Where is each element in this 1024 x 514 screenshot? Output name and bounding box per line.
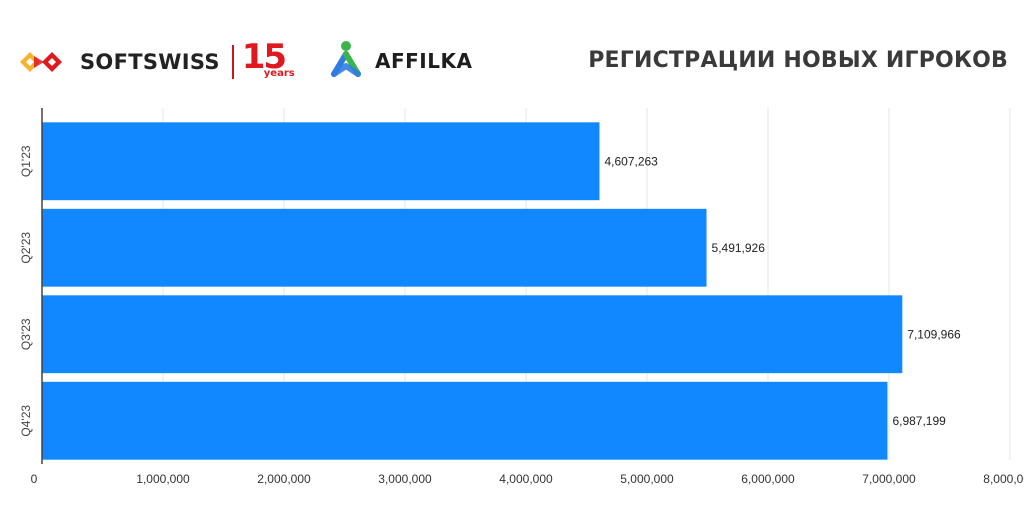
anniversary-label: years bbox=[263, 68, 295, 79]
x-tick-label: 5,000,000 bbox=[620, 472, 674, 486]
x-tick-label: 7,000,000 bbox=[862, 472, 916, 486]
category-label: Q4'23 bbox=[19, 405, 33, 437]
x-tick-label: 3,000,000 bbox=[378, 472, 432, 486]
x-tick-labels: 0 1,000,000 2,000,000 3,000,000 4,000,000 5,0… bbox=[31, 472, 1024, 486]
bar-chart: 4,607,263 5,491,926 7,109,966 6,987,199 Q1'… bbox=[19, 108, 1024, 486]
category-label: Q3'23 bbox=[19, 318, 33, 350]
x-tick-label: 0 bbox=[31, 472, 38, 486]
bar-value-label: 4,607,263 bbox=[604, 154, 658, 168]
bar-value-label: 5,491,926 bbox=[712, 241, 766, 255]
category-label: Q2'23 bbox=[19, 232, 33, 264]
x-tick-label: 1,000,000 bbox=[136, 472, 190, 486]
bars bbox=[42, 122, 903, 460]
logo-divider bbox=[231, 45, 234, 79]
x-tick-label: 2,000,000 bbox=[257, 472, 311, 486]
chart-title: РЕГИСТРАЦИИ НОВЫХ ИГРОКОВ bbox=[588, 48, 1008, 73]
affilka-wordmark: AFFILKA bbox=[375, 49, 473, 73]
x-tick-label: 8,000,000 bbox=[983, 472, 1024, 486]
bar bbox=[42, 122, 600, 201]
bar bbox=[42, 295, 903, 374]
category-labels: Q1'23 Q2'23 Q3'23 Q4'23 bbox=[19, 145, 33, 436]
softswiss-wordmark: SOFTSWISS bbox=[80, 50, 220, 74]
affilka-mark-icon bbox=[331, 41, 361, 77]
anniversary-badge: 15 years bbox=[242, 37, 295, 81]
category-label: Q1'23 bbox=[19, 145, 33, 177]
chart-header: SOFTSWISS 15 years AFFILKA РЕГИСТРАЦИИ Н… bbox=[0, 0, 1024, 100]
x-tick-label: 4,000,000 bbox=[499, 472, 553, 486]
bar-value-label: 7,109,966 bbox=[907, 327, 961, 341]
softswiss-mark-icon bbox=[20, 52, 62, 72]
affilka-logo: AFFILKA bbox=[329, 40, 472, 82]
anniversary-number: 15 bbox=[241, 37, 287, 77]
bar bbox=[42, 381, 888, 460]
value-labels: 4,607,263 5,491,926 7,109,966 6,987,199 bbox=[604, 154, 961, 428]
x-tick-label: 6,000,000 bbox=[741, 472, 795, 486]
softswiss-logo: SOFTSWISS 15 years bbox=[16, 37, 295, 82]
bar bbox=[42, 208, 707, 287]
bar-value-label: 6,987,199 bbox=[892, 414, 946, 428]
